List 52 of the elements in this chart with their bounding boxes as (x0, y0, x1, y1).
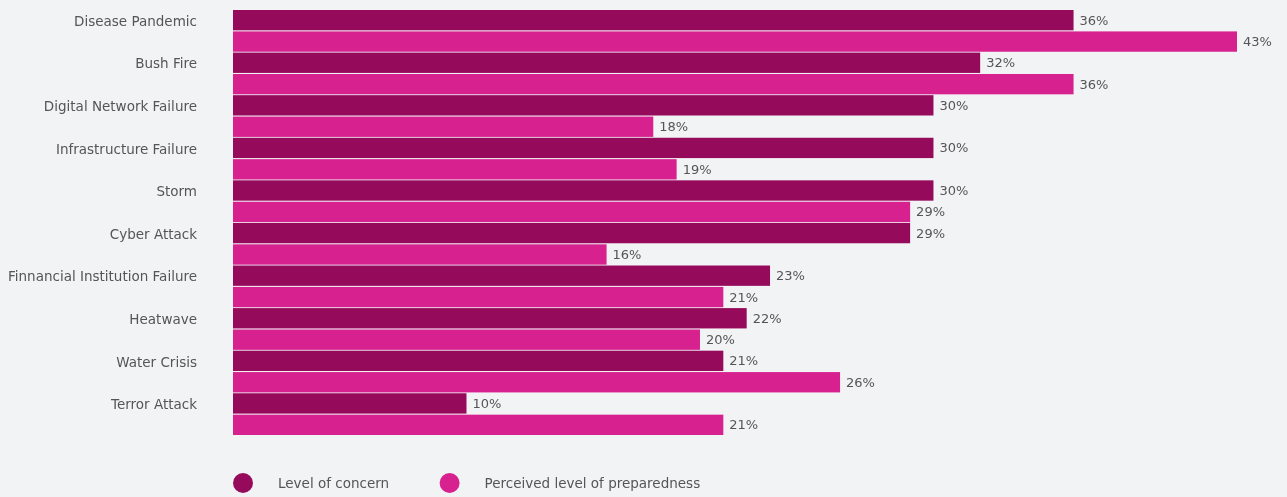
bar (233, 52, 981, 73)
data-label: 30% (939, 97, 969, 113)
y-tick-label: Storm (156, 183, 197, 200)
y-tick-label: Infrastructure Failure (55, 140, 197, 157)
bar (233, 265, 771, 286)
data-label: 43% (1243, 34, 1272, 50)
bar (233, 244, 607, 265)
data-label: 21% (729, 289, 759, 305)
data-label: 20% (705, 332, 735, 348)
legend-label: Level of concern (278, 474, 390, 491)
data-label: 21% (729, 417, 759, 433)
data-label: 36% (1079, 12, 1109, 28)
bar (233, 308, 747, 329)
bar (233, 350, 724, 372)
y-tick-label: Heatwave (129, 310, 197, 327)
data-label: 23% (776, 268, 805, 284)
legend-label: Perceived level of preparedness (484, 474, 701, 491)
data-label: 19% (682, 161, 712, 177)
y-tick-label: Finnancial Institution Failure (8, 268, 197, 285)
data-label: 30% (939, 140, 969, 156)
y-tick-label: Terror Attack (109, 396, 198, 413)
bar (233, 116, 654, 137)
y-tick-label: Digital Network Failure (43, 98, 197, 115)
y-tick-label: Disease Pandemic (74, 12, 197, 29)
bar (233, 10, 1074, 31)
data-label: 21% (729, 353, 759, 369)
bar (233, 372, 841, 393)
bar (233, 31, 1237, 52)
y-tick-label: Bush Fire (135, 55, 197, 72)
y-tick-label: Cyber Attack (109, 225, 198, 242)
bar (233, 329, 700, 350)
bar (233, 393, 467, 414)
bar (233, 137, 934, 159)
data-label: 22% (752, 310, 782, 326)
data-label: 30% (939, 183, 969, 199)
data-label: 26% (846, 374, 875, 390)
y-tick-label: Water Crisis (116, 353, 197, 370)
bar (233, 414, 724, 435)
data-label: 32% (986, 55, 1016, 71)
bar (233, 73, 1074, 95)
data-label: 16% (612, 247, 642, 263)
bar (233, 222, 911, 244)
data-label: 36% (1079, 76, 1109, 92)
bar (233, 159, 677, 180)
data-label: 10% (472, 395, 502, 411)
bar (233, 286, 724, 308)
bar (233, 201, 911, 223)
data-label: 29% (916, 204, 946, 220)
bar (233, 180, 934, 201)
bar (233, 95, 934, 116)
data-label: 18% (659, 119, 689, 135)
data-label: 29% (916, 225, 946, 241)
